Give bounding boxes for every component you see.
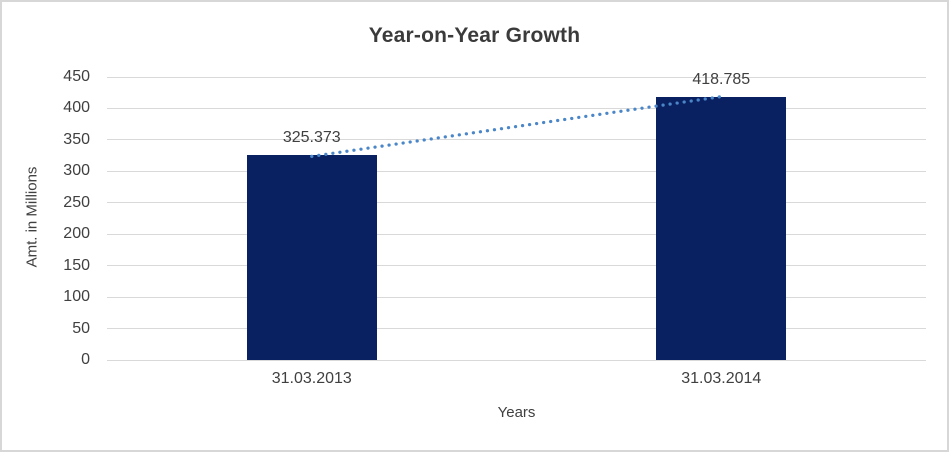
bar-data-label: 418.785 bbox=[692, 70, 751, 88]
gridline bbox=[107, 265, 926, 267]
y-tick-label: 100 bbox=[63, 288, 90, 306]
y-tick-label: 0 bbox=[81, 351, 90, 368]
bar bbox=[246, 155, 377, 360]
trendline bbox=[310, 95, 723, 158]
x-category-label: 31.03.2013 bbox=[271, 370, 352, 387]
x-category-label: 31.03.2014 bbox=[681, 370, 762, 387]
bar bbox=[656, 96, 787, 360]
gridline bbox=[107, 170, 926, 172]
gridline bbox=[107, 202, 926, 204]
y-tick-label: 250 bbox=[63, 193, 90, 211]
plot-area: 325.373 418.785 bbox=[107, 71, 926, 361]
gridline bbox=[107, 139, 926, 141]
x-axis-title: Years bbox=[497, 404, 536, 421]
gridline bbox=[107, 76, 926, 78]
gridline bbox=[107, 233, 926, 235]
y-tick-label: 350 bbox=[63, 130, 90, 148]
bar-data-label: 325.373 bbox=[282, 129, 341, 147]
gridline bbox=[107, 328, 926, 330]
y-axis-title-text: Amt. in Millions bbox=[23, 166, 41, 268]
chart-title: Year-on-Year Growth bbox=[368, 24, 581, 47]
gridline bbox=[107, 359, 926, 361]
y-tick-label: 450 bbox=[63, 68, 90, 85]
y-tick-label: 400 bbox=[63, 99, 90, 117]
y-tick-label: 150 bbox=[63, 256, 90, 274]
gridline bbox=[107, 296, 926, 298]
y-tick-label: 300 bbox=[63, 162, 90, 180]
gridline bbox=[107, 107, 926, 109]
y-tick-label: 50 bbox=[72, 319, 90, 337]
y-tick-label: 200 bbox=[63, 225, 90, 243]
